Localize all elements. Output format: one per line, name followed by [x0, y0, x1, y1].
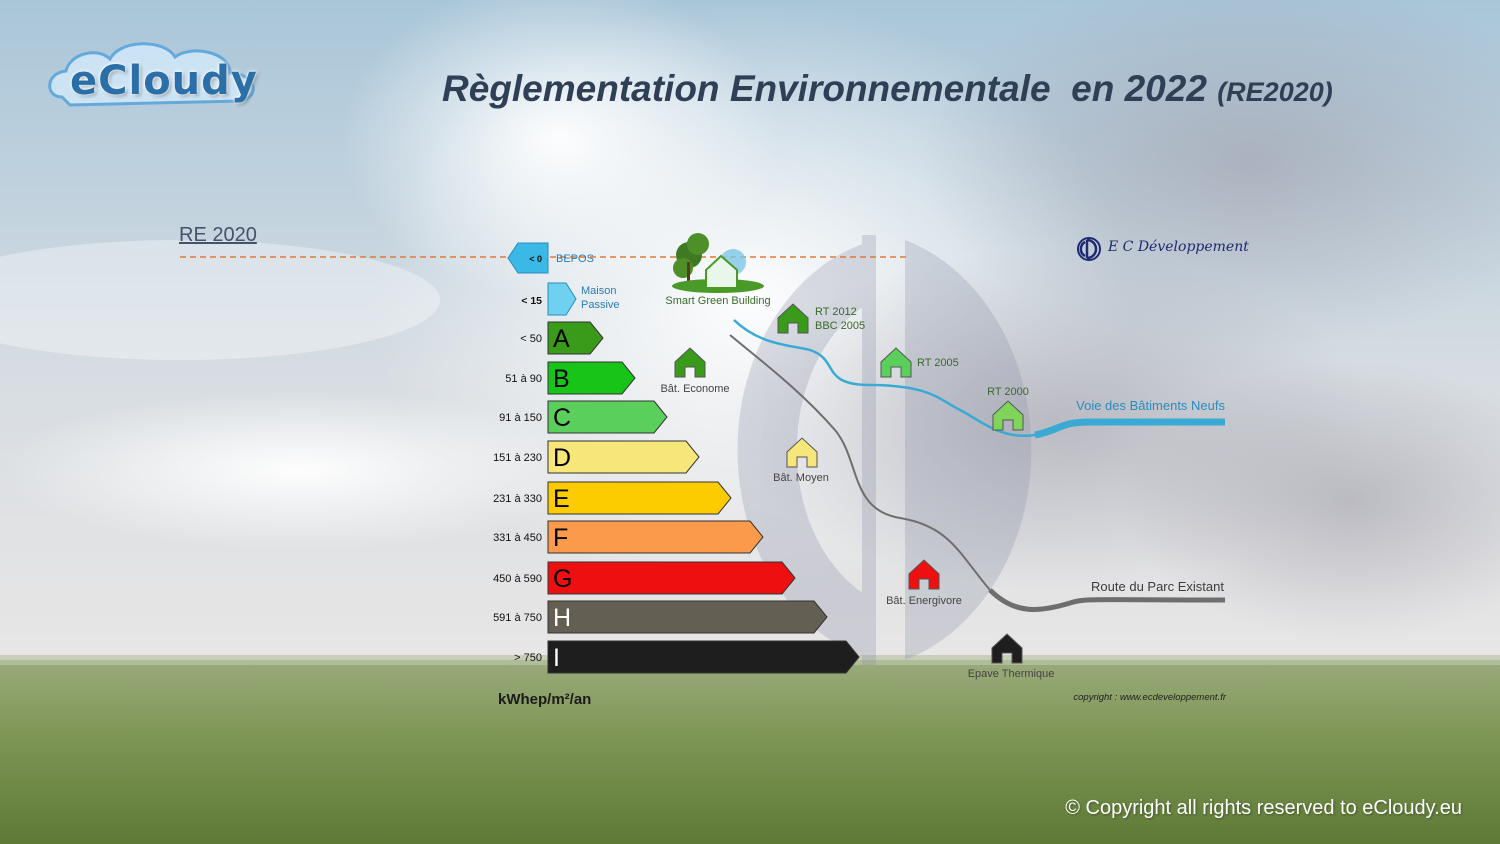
marker-label: Bât. Econome: [660, 383, 729, 395]
energy-class-range: 331 à 450: [493, 532, 542, 544]
marker-label: Epave Thermique: [968, 668, 1055, 680]
energy-class-bar-i: [547, 640, 860, 674]
existing-park-path-thick: [988, 588, 1226, 613]
energy-class-bar-c: [547, 400, 668, 434]
house-icon: [674, 347, 706, 378]
ecd-logo-icon: [1077, 237, 1101, 261]
house-icon: [908, 559, 940, 590]
energy-class-letter: B: [553, 365, 570, 393]
smart-green-building-icon: [672, 233, 764, 293]
title-main: Règlementation Environnementale en 2022: [442, 68, 1218, 109]
energy-class-bar-h: [547, 600, 828, 634]
marker-label: RT 2000: [987, 386, 1029, 398]
marker-label: BBC 2005: [815, 320, 865, 332]
energy-class-letter: D: [553, 444, 571, 472]
marker-label: Bât. Energivore: [886, 595, 962, 607]
special-arrow-1: [547, 282, 577, 316]
title-sub: (RE2020): [1217, 77, 1333, 107]
copyright-notice: © Copyright all rights reserved to eClou…: [1065, 797, 1462, 819]
energy-class-range: < 50: [520, 333, 542, 345]
energy-class-range: 51 à 90: [505, 373, 542, 385]
house-icon: [991, 633, 1023, 664]
energy-classes: A < 50 B 51 à 90 C 91 à 150 D 151 à 230 E 231 à 3…: [493, 321, 860, 674]
source-copyright: copyright : www.ecdeveloppement.fr: [1073, 692, 1226, 703]
building-markers: Smart Green Building RT 2012 BBC 2005 Bât. …: [660, 295, 1054, 680]
special-arrow-0: [507, 242, 549, 274]
energy-class-bar-e: [547, 481, 732, 515]
energy-class-bar-g: [547, 561, 796, 595]
energy-class-letter: H: [553, 604, 571, 632]
energy-class-letter: A: [553, 325, 570, 353]
house-icon: [880, 347, 912, 378]
energy-class-range: 151 à 230: [493, 452, 542, 464]
energy-class-range: 231 à 330: [493, 493, 542, 505]
energy-class-range: > 750: [514, 652, 542, 664]
partner-logo-text: E C Développement: [1108, 239, 1249, 255]
special-label-1: Passive: [581, 299, 620, 311]
ecd-watermark: [737, 235, 1032, 665]
house-icon: [786, 437, 818, 468]
marker-label: Bât. Moyen: [773, 472, 829, 484]
energy-class-range: 91 à 150: [499, 412, 542, 424]
house-icon: [777, 303, 809, 334]
special-classes: < 0 BEPOS < 15 Maison Passive: [507, 242, 620, 316]
marker-label: RT 2012: [815, 306, 857, 318]
special-label-0: BEPOS: [556, 253, 594, 265]
new-buildings-label: Voie des Bâtiments Neufs: [1076, 398, 1225, 413]
energy-class-range: 591 à 750: [493, 612, 542, 624]
marker-label-smart-green-building: Smart Green Building: [665, 295, 770, 307]
new-buildings-path-thick: [1034, 418, 1225, 439]
energy-class-bar-f: [547, 520, 764, 554]
energy-class-range: 450 à 590: [493, 573, 542, 585]
energy-class-letter: F: [553, 524, 568, 552]
special-threshold-0: < 0: [529, 254, 542, 264]
page-title: Règlementation Environnementale en 2022 …: [442, 68, 1333, 110]
section-label: RE 2020: [179, 224, 257, 246]
special-threshold-1: < 15: [521, 295, 542, 307]
marker-label: RT 2005: [917, 357, 959, 369]
energy-class-bar-b: [547, 361, 636, 395]
existing-park-label: Route du Parc Existant: [1091, 579, 1224, 594]
energy-class-letter: C: [553, 404, 571, 432]
ecloudy-cloud-icon: [48, 42, 255, 107]
energy-class-letter: G: [553, 565, 572, 593]
house-icon: [992, 400, 1024, 431]
energy-class-letter: I: [553, 644, 560, 672]
special-label-1: Maison: [581, 285, 616, 297]
energy-class-bar-d: [547, 440, 700, 474]
unit-label: kWhep/m²/an: [498, 691, 591, 708]
energy-class-bar-a: [547, 321, 604, 355]
energy-class-letter: E: [553, 485, 570, 513]
logo-text: eCloudy: [70, 58, 258, 104]
